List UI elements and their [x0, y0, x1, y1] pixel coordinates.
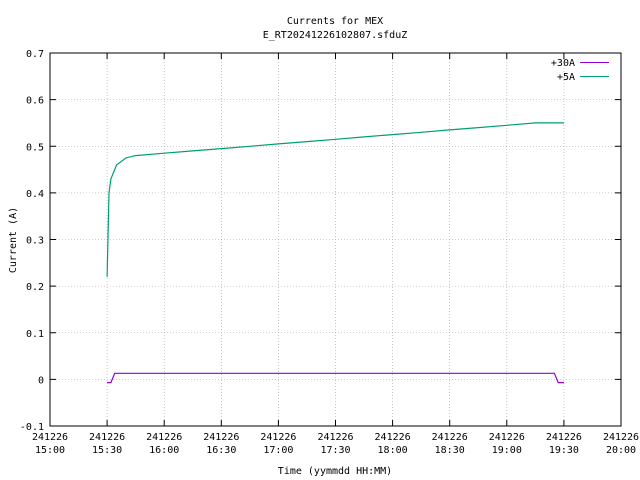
y-tick-label: 0.4 [26, 189, 44, 200]
x-tick-time-label: 17:30 [320, 445, 350, 456]
x-tick-time-label: 18:00 [378, 445, 408, 456]
x-axis-label: Time (yymmdd HH:MM) [278, 466, 392, 477]
x-tick-date-label: 241226 [146, 432, 182, 443]
y-tick-label: -0.1 [20, 422, 44, 433]
y-tick-label: 0.2 [26, 282, 44, 293]
chart-subtitle: E_RT20241226102807.sfduZ [263, 30, 408, 41]
x-tick-time-label: 20:00 [606, 445, 636, 456]
x-tick-time-label: 19:00 [492, 445, 522, 456]
series-line-5a [106, 122, 564, 277]
x-tick-time-label: 16:30 [206, 445, 236, 456]
x-tick-date-label: 241226 [375, 432, 411, 443]
legend-label-30a: +30A [551, 58, 575, 69]
y-tick-label: 0 [38, 375, 44, 386]
y-tick-label: 0.1 [26, 329, 44, 340]
x-tick-date-label: 241226 [32, 432, 68, 443]
x-tick-time-label: 15:30 [92, 445, 122, 456]
axis-ticks: -0.1 0 0.1 0.2 0.3 0.4 0.5 0.6 0.7 241226 15:00 241… [20, 49, 639, 456]
x-tick-time-label: 15:00 [35, 445, 65, 456]
legend: +30A +5A [551, 58, 609, 83]
x-tick-time-label: 16:00 [149, 445, 179, 456]
chart-title: Currents for MEX [287, 16, 383, 27]
y-axis-label: Current (A) [8, 207, 19, 273]
x-tick-date-label: 241226 [489, 432, 525, 443]
x-tick-date-label: 241226 [89, 432, 125, 443]
x-tick-time-label: 19:30 [549, 445, 579, 456]
x-tick-date-label: 241226 [260, 432, 296, 443]
x-tick-date-label: 241226 [203, 432, 239, 443]
y-tick-label: 0.7 [26, 49, 44, 60]
y-tick-label: 0.6 [26, 96, 44, 107]
x-tick-time-label: 18:30 [435, 445, 465, 456]
x-tick-date-label: 241226 [603, 432, 639, 443]
series-line-30a [107, 372, 564, 384]
x-tick-date-label: 241226 [432, 432, 468, 443]
y-tick-label: 0.5 [26, 142, 44, 153]
series-lines [106, 122, 564, 384]
grid-lines [50, 53, 621, 426]
x-tick-time-label: 17:00 [263, 445, 293, 456]
y-tick-label: 0.3 [26, 236, 44, 247]
x-tick-date-label: 241226 [546, 432, 582, 443]
legend-label-5a: +5A [557, 72, 575, 83]
x-tick-date-label: 241226 [317, 432, 353, 443]
